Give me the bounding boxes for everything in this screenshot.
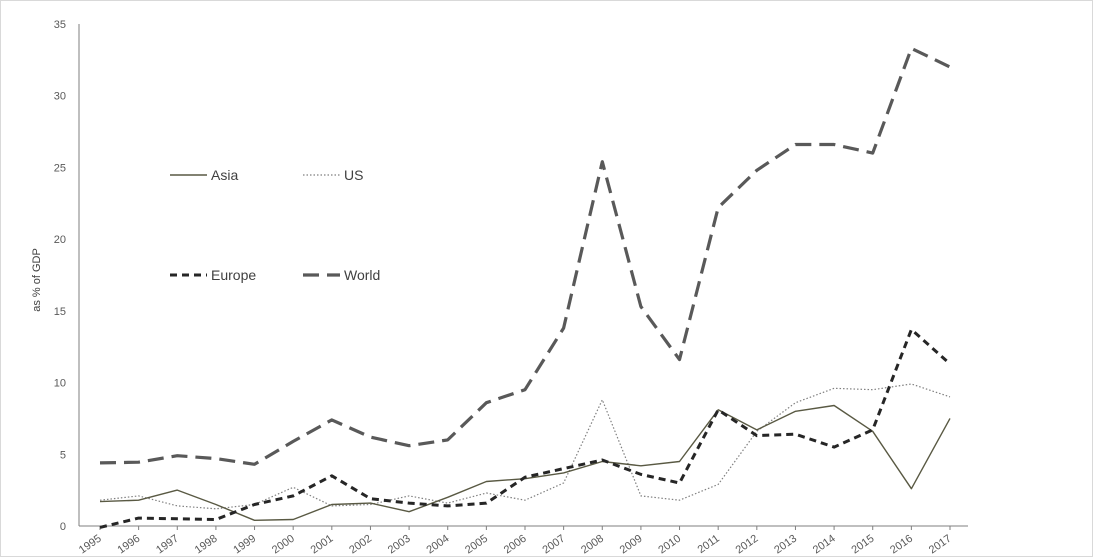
x-tick-label: 2001 bbox=[309, 533, 336, 557]
series-lines bbox=[99, 46, 951, 529]
y-tick-label: 35 bbox=[54, 19, 66, 31]
x-tick-label: 2004 bbox=[425, 533, 452, 557]
series-line-asia bbox=[99, 404, 951, 521]
x-tick-label: 2017 bbox=[927, 533, 954, 557]
x-tick-label: 2000 bbox=[270, 533, 297, 557]
y-tick-label: 30 bbox=[54, 91, 66, 103]
legend-label-europe: Europe bbox=[211, 267, 256, 283]
series-line-us bbox=[99, 383, 951, 510]
x-tick-label: 2012 bbox=[734, 533, 761, 557]
series-line-world bbox=[99, 46, 951, 466]
legend: Asia US Europe World bbox=[170, 167, 380, 283]
x-tick-label: 2002 bbox=[347, 533, 374, 557]
x-tick-label: 2014 bbox=[811, 533, 838, 557]
y-tick-label: 10 bbox=[54, 378, 66, 390]
x-tick-label: 2013 bbox=[772, 533, 799, 557]
x-tick-label: 1998 bbox=[193, 533, 220, 557]
x-tick-label: 2008 bbox=[579, 533, 606, 557]
y-tick-label: 5 bbox=[60, 449, 66, 461]
x-tick-label: 2015 bbox=[850, 533, 877, 557]
x-tick-label: 2010 bbox=[656, 533, 683, 557]
legend-label-asia: Asia bbox=[211, 167, 238, 183]
x-tick-label: 1997 bbox=[154, 533, 181, 557]
x-tick-label: 2009 bbox=[618, 533, 645, 557]
x-axis-ticks: 1995 1996 1997 1998 1999 2000 2001 2002 2003 2004… bbox=[77, 526, 954, 557]
x-tick-label: 2007 bbox=[540, 533, 567, 557]
x-tick-label: 2006 bbox=[502, 533, 529, 557]
series-line-europe bbox=[99, 328, 951, 529]
axes bbox=[78, 24, 968, 527]
y-tick-label: 15 bbox=[54, 306, 66, 318]
x-tick-label: 2011 bbox=[696, 533, 722, 556]
legend-label-us: US bbox=[344, 167, 363, 183]
x-tick-label: 2016 bbox=[888, 533, 915, 557]
legend-label-world: World bbox=[344, 267, 380, 283]
x-tick-label: 1999 bbox=[231, 533, 258, 557]
x-tick-label: 1995 bbox=[77, 533, 104, 557]
y-tick-label: 20 bbox=[54, 234, 66, 246]
y-tick-label: 0 bbox=[60, 521, 66, 533]
x-tick-label: 1996 bbox=[115, 533, 142, 557]
x-tick-label: 2003 bbox=[386, 533, 413, 557]
y-axis-ticks: 0 5 10 15 20 25 30 35 bbox=[54, 19, 66, 533]
y-axis-label: as % of GDP bbox=[31, 248, 43, 312]
y-tick-label: 25 bbox=[54, 162, 66, 174]
x-tick-label: 2005 bbox=[463, 533, 490, 557]
